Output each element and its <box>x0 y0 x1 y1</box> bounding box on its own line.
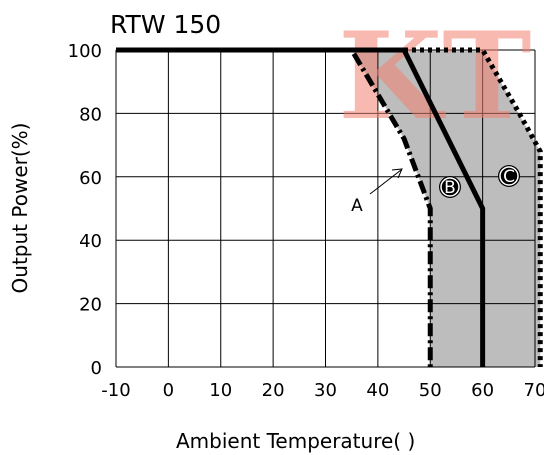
y-tick-label: 80 <box>79 104 102 125</box>
x-tick-label: 40 <box>366 380 389 401</box>
y-tick-label: 20 <box>79 295 102 316</box>
x-tick-label: 70 <box>524 380 544 401</box>
label-a-arrowhead <box>391 168 403 179</box>
series-line-c <box>116 47 543 367</box>
curve-labels: A B C <box>351 165 520 216</box>
series-line-a <box>116 47 433 367</box>
chart-title: RTW 150 <box>110 10 221 39</box>
curve-label-c: C <box>503 167 515 187</box>
y-axis-title: Output Power(%) <box>8 123 32 294</box>
shaded-band <box>351 50 541 367</box>
shaded-region <box>351 50 541 367</box>
x-tick-label: 10 <box>209 380 232 401</box>
x-tick-label: 60 <box>471 380 494 401</box>
curve-label-a: A <box>351 196 363 216</box>
curve-label-b: B <box>444 178 456 198</box>
x-tick-label: 20 <box>262 380 285 401</box>
curve-label-c-badge <box>498 165 520 187</box>
y-tick-label: 60 <box>79 168 102 189</box>
label-a-leader <box>369 169 402 195</box>
grid <box>115 49 536 368</box>
x-tick-label: -10 <box>101 380 130 401</box>
watermark-kt: KT <box>338 6 532 147</box>
curve-label-b-badge <box>439 176 461 198</box>
watermark-layer: KT <box>338 6 532 147</box>
curve-label-b-ring <box>440 177 460 197</box>
y-tick-label: 0 <box>91 358 102 379</box>
series-lines <box>116 47 543 367</box>
y-tick-label: 40 <box>79 231 102 252</box>
x-tick-label: 30 <box>314 380 337 401</box>
x-tick-label: 50 <box>419 380 442 401</box>
y-tick-label: 100 <box>68 41 102 62</box>
x-tick-label: 0 <box>163 380 174 401</box>
x-axis-title: Ambient Temperature( ) <box>176 429 415 453</box>
curve-label-c-ring <box>499 166 519 186</box>
